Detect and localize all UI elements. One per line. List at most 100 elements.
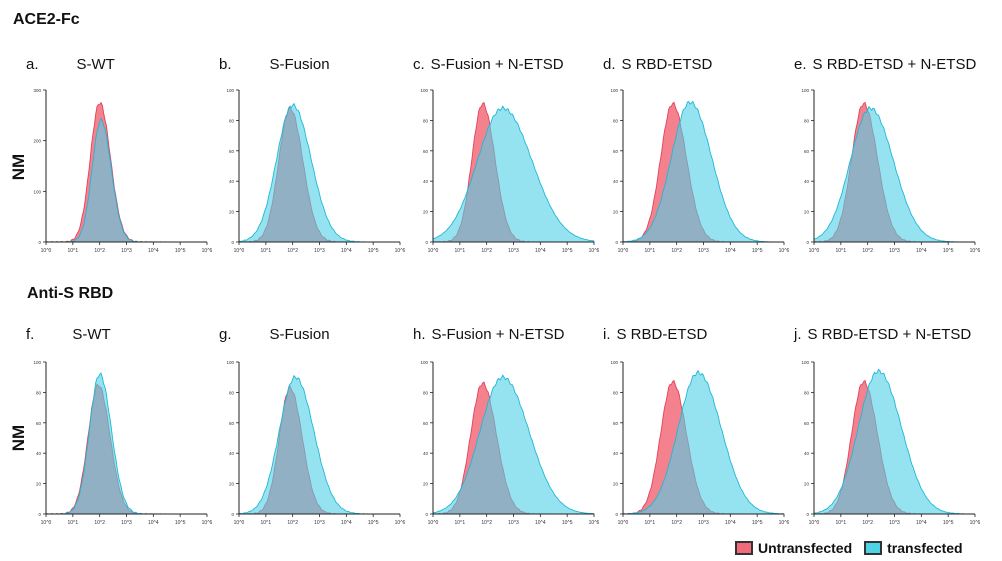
y-tick-label: 20 <box>229 482 235 487</box>
panel-letter: d. <box>603 56 616 73</box>
x-tick-label: 10^0 <box>618 248 629 254</box>
panel-title-text: S-WT <box>72 326 111 343</box>
x-tick-label: 10^3 <box>314 520 325 526</box>
x-tick-label: 10^6 <box>395 520 406 526</box>
series-untransfected-area <box>45 101 207 243</box>
y-tick-label: 100 <box>801 88 809 93</box>
y-tick-label: 40 <box>613 179 619 184</box>
panel-title: e. S RBD-ETSD + N-ETSD <box>794 56 976 73</box>
x-tick-label: 10^6 <box>589 520 600 526</box>
histogram-plot: 0 20 40 60 80 100 10^0 10^1 10^2 10^3 10^4 10^5 10^6 <box>226 360 406 526</box>
legend-label-untransfected: Untransfected <box>758 540 853 556</box>
panel-letter: i. <box>603 326 611 343</box>
series-transfected-area <box>813 105 975 243</box>
x-tick-label: 10^5 <box>943 248 954 254</box>
panel-title-text: S RBD-ETSD <box>616 326 708 343</box>
panel-title-text: S RBD-ETSD <box>621 56 713 73</box>
panel-letter: g. <box>219 326 232 343</box>
y-tick-label: 60 <box>423 421 429 426</box>
x-tick-label: 10^5 <box>368 248 379 254</box>
x-tick-label: 10^2 <box>287 520 298 526</box>
y-tick-label: 40 <box>229 451 235 456</box>
x-tick-label: 10^3 <box>508 520 519 526</box>
series-untransfected-area <box>45 383 207 515</box>
y-tick-label: 20 <box>229 210 235 215</box>
panel-title-text: S-Fusion <box>269 56 330 73</box>
x-tick-label: 10^5 <box>368 520 379 526</box>
x-tick-label: 10^5 <box>943 520 954 526</box>
x-tick-label: 10^2 <box>94 520 105 526</box>
y-tick-label: 40 <box>423 451 429 456</box>
y-tick-label: 0 <box>231 512 234 517</box>
y-tick-label: 80 <box>229 118 235 123</box>
x-tick-label: 10^6 <box>970 248 981 254</box>
x-tick-label: 10^2 <box>94 248 105 254</box>
x-tick-label: 10^1 <box>454 248 465 254</box>
x-tick-label: 10^5 <box>752 248 763 254</box>
axis-lines <box>45 90 207 243</box>
panel-title: b. S-Fusion <box>219 56 330 73</box>
x-tick-label: 10^3 <box>508 248 519 254</box>
x-tick-label: 10^3 <box>698 520 709 526</box>
row-title-anti-s-rbd: Anti-S RBD <box>27 285 114 302</box>
panel-title: h. S-Fusion + N-ETSD <box>413 326 564 343</box>
histogram-plot: 0 20 40 60 80 100 10^0 10^1 10^2 10^3 10^4 10^5 10^6 <box>420 360 600 526</box>
x-tick-label: 10^6 <box>779 520 790 526</box>
y-tick-label: 100 <box>610 360 618 365</box>
y-tick-label: 0 <box>615 240 618 245</box>
y-tick-label: 100 <box>610 88 618 93</box>
panel-title-text: S-Fusion + N-ETSD <box>430 56 564 73</box>
x-tick-label: 10^6 <box>779 248 790 254</box>
panel-title: d. S RBD-ETSD <box>603 56 712 73</box>
y-tick-label: 80 <box>423 390 429 395</box>
x-tick-label: 10^2 <box>287 248 298 254</box>
x-tick-label: 10^6 <box>970 520 981 526</box>
y-tick-label: 100 <box>420 88 428 93</box>
x-tick-label: 10^2 <box>671 248 682 254</box>
y-tick-label: 60 <box>613 149 619 154</box>
y-tick-label: 80 <box>804 118 810 123</box>
y-tick-label: 200 <box>33 139 41 144</box>
legend-item-untransfected: Untransfected <box>735 540 852 556</box>
y-tick-label: 60 <box>229 421 235 426</box>
legend-swatch-untransfected <box>735 541 753 555</box>
histogram-plot: 0 100 200 300 10^0 10^1 10^2 10^3 10^4 10^5 10^6 <box>33 88 212 254</box>
y-tick-label: 20 <box>36 482 42 487</box>
x-tick-label: 10^0 <box>234 520 245 526</box>
y-tick-label: 80 <box>423 118 429 123</box>
y-tick-label: 60 <box>613 421 619 426</box>
y-axis-label-row1: NM <box>9 153 29 181</box>
panel-letter: e. <box>794 56 807 73</box>
y-tick-label: 60 <box>36 421 42 426</box>
panel-title: a. S-WT <box>26 56 115 73</box>
series-transfected-area <box>238 102 400 243</box>
y-tick-label: 80 <box>804 390 810 395</box>
y-tick-label: 60 <box>804 149 810 154</box>
legend-label-transfected: transfected <box>887 540 963 556</box>
histogram-plot: 0 20 40 60 80 100 10^0 10^1 10^2 10^3 10^4 10^5 10^6 <box>420 88 599 254</box>
y-tick-label: 60 <box>423 149 429 154</box>
x-tick-label: 10^3 <box>889 520 900 526</box>
x-tick-label: 10^1 <box>260 248 271 254</box>
y-tick-label: 40 <box>804 179 810 184</box>
x-tick-label: 10^6 <box>202 520 213 526</box>
x-tick-label: 10^3 <box>889 248 900 254</box>
x-tick-label: 10^2 <box>671 520 682 526</box>
x-tick-label: 10^0 <box>41 248 52 254</box>
row-title-ace2: ACE2-Fc <box>13 11 80 28</box>
panel-title-text: S-Fusion <box>269 326 330 343</box>
panel-title: j. S RBD-ETSD + N-ETSD <box>794 326 971 343</box>
y-tick-label: 20 <box>423 210 429 215</box>
x-tick-label: 10^1 <box>644 248 655 254</box>
x-tick-label: 10^5 <box>752 520 763 526</box>
y-tick-label: 40 <box>804 451 810 456</box>
panel-title: f. S-WT <box>26 326 111 343</box>
panel-title: c. S-Fusion + N-ETSD <box>413 56 564 73</box>
y-tick-label: 100 <box>226 88 234 93</box>
y-tick-label: 60 <box>804 421 810 426</box>
y-tick-label: 40 <box>613 451 619 456</box>
y-tick-label: 100 <box>33 189 41 194</box>
x-tick-label: 10^1 <box>454 520 465 526</box>
y-tick-label: 100 <box>801 360 809 365</box>
series-transfected-area <box>622 369 785 515</box>
